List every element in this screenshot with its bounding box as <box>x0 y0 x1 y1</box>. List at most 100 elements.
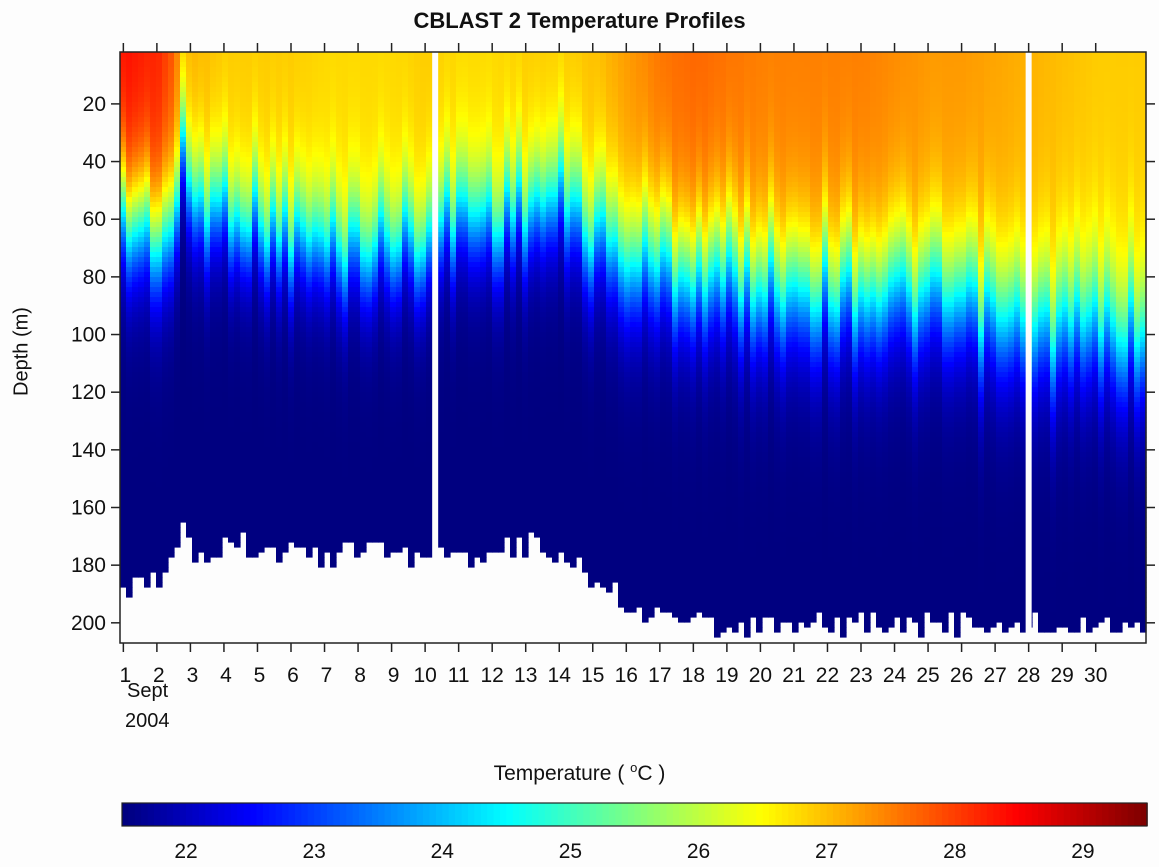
heatmap-cell <box>276 412 283 418</box>
heatmap-cell <box>168 177 175 183</box>
heatmap-cell <box>228 537 235 543</box>
heatmap-cell <box>264 292 271 298</box>
heatmap-cell <box>156 407 163 413</box>
heatmap-cell <box>186 332 193 338</box>
heatmap-cell <box>198 357 205 363</box>
heatmap-cell <box>138 562 145 568</box>
heatmap-cell <box>120 177 127 183</box>
heatmap-cell <box>222 232 229 238</box>
heatmap-cell <box>258 512 265 518</box>
heatmap-cell <box>222 72 229 78</box>
heatmap-cell <box>282 247 289 253</box>
heatmap-cell <box>144 237 151 243</box>
heatmap-cell <box>228 232 235 238</box>
heatmap-cell <box>270 357 277 363</box>
heatmap-cell <box>312 192 319 198</box>
heatmap-cell <box>240 282 247 288</box>
heatmap-cell <box>282 287 289 293</box>
heatmap-cell <box>258 547 265 553</box>
heatmap-cell <box>204 482 211 488</box>
heatmap-cell <box>300 402 307 408</box>
heatmap-cell <box>198 202 205 208</box>
heatmap-cell <box>246 382 253 388</box>
heatmap-cell <box>264 137 271 143</box>
heatmap-cell <box>300 147 307 153</box>
heatmap-cell <box>270 342 277 348</box>
heatmap-cell <box>276 442 283 448</box>
heatmap-cell <box>300 97 307 103</box>
heatmap-cell <box>288 312 295 318</box>
heatmap-cell <box>162 247 169 253</box>
heatmap-cell <box>216 62 223 68</box>
heatmap-cell <box>312 182 319 188</box>
heatmap-cell <box>318 427 325 433</box>
heatmap-cell <box>324 237 331 243</box>
heatmap-cell <box>210 107 217 113</box>
heatmap-cell <box>138 447 145 453</box>
heatmap-cell <box>270 127 277 133</box>
heatmap-cell <box>132 317 139 323</box>
heatmap-cell <box>300 187 307 193</box>
heatmap-cell <box>276 542 283 548</box>
heatmap-cell <box>168 357 175 363</box>
heatmap-cell <box>240 312 247 318</box>
heatmap-cell <box>306 307 313 313</box>
heatmap-cell <box>270 92 277 98</box>
heatmap-cell <box>258 372 265 378</box>
heatmap-cell <box>120 157 127 163</box>
heatmap-cell <box>144 257 151 263</box>
heatmap-cell <box>246 92 253 98</box>
heatmap-cell <box>168 547 175 553</box>
heatmap-cell <box>240 407 247 413</box>
heatmap-cell <box>312 527 319 533</box>
heatmap-cell <box>312 402 319 408</box>
heatmap-cell <box>234 342 241 348</box>
heatmap-cell <box>156 582 163 588</box>
heatmap-cell <box>198 417 205 423</box>
heatmap-cell <box>270 272 277 278</box>
heatmap-cell <box>288 257 295 263</box>
heatmap-cell <box>210 482 217 488</box>
heatmap-cell <box>228 407 235 413</box>
heatmap-cell <box>228 442 235 448</box>
heatmap-cell <box>204 367 211 373</box>
heatmap-cell <box>288 197 295 203</box>
heatmap-cell <box>234 92 241 98</box>
heatmap-cell <box>150 272 157 278</box>
heatmap-cell <box>246 427 253 433</box>
heatmap-cell <box>162 137 169 143</box>
heatmap-cell <box>324 387 331 393</box>
heatmap-cell <box>192 522 199 528</box>
heatmap-cell <box>150 492 157 498</box>
heatmap-cell <box>144 147 151 153</box>
heatmap-cell <box>234 542 241 548</box>
heatmap-cell <box>204 122 211 128</box>
heatmap-cell <box>192 347 199 353</box>
heatmap-cell <box>258 207 265 213</box>
heatmap-cell <box>180 242 187 248</box>
heatmap-cell <box>282 502 289 508</box>
heatmap-cell <box>246 377 253 383</box>
heatmap-cell <box>198 517 205 523</box>
heatmap-cell <box>174 462 181 468</box>
heatmap-cell <box>324 137 331 143</box>
heatmap-cell <box>204 497 211 503</box>
heatmap-cell <box>282 142 289 148</box>
heatmap-cell <box>180 182 187 188</box>
heatmap-cell <box>240 182 247 188</box>
heatmap-cell <box>318 352 325 358</box>
heatmap-cell <box>288 352 295 358</box>
heatmap-cell <box>264 72 271 78</box>
heatmap-cell <box>222 287 229 293</box>
heatmap-cell <box>198 347 205 353</box>
heatmap-cell <box>168 332 175 338</box>
heatmap-cell <box>294 92 301 98</box>
heatmap-cell <box>192 332 199 338</box>
heatmap-cell <box>144 352 151 358</box>
heatmap-cell <box>270 157 277 163</box>
heatmap-cell <box>180 252 187 258</box>
heatmap-cell <box>300 287 307 293</box>
heatmap-cell <box>288 482 295 488</box>
heatmap-cell <box>192 137 199 143</box>
heatmap-cell <box>276 252 283 258</box>
